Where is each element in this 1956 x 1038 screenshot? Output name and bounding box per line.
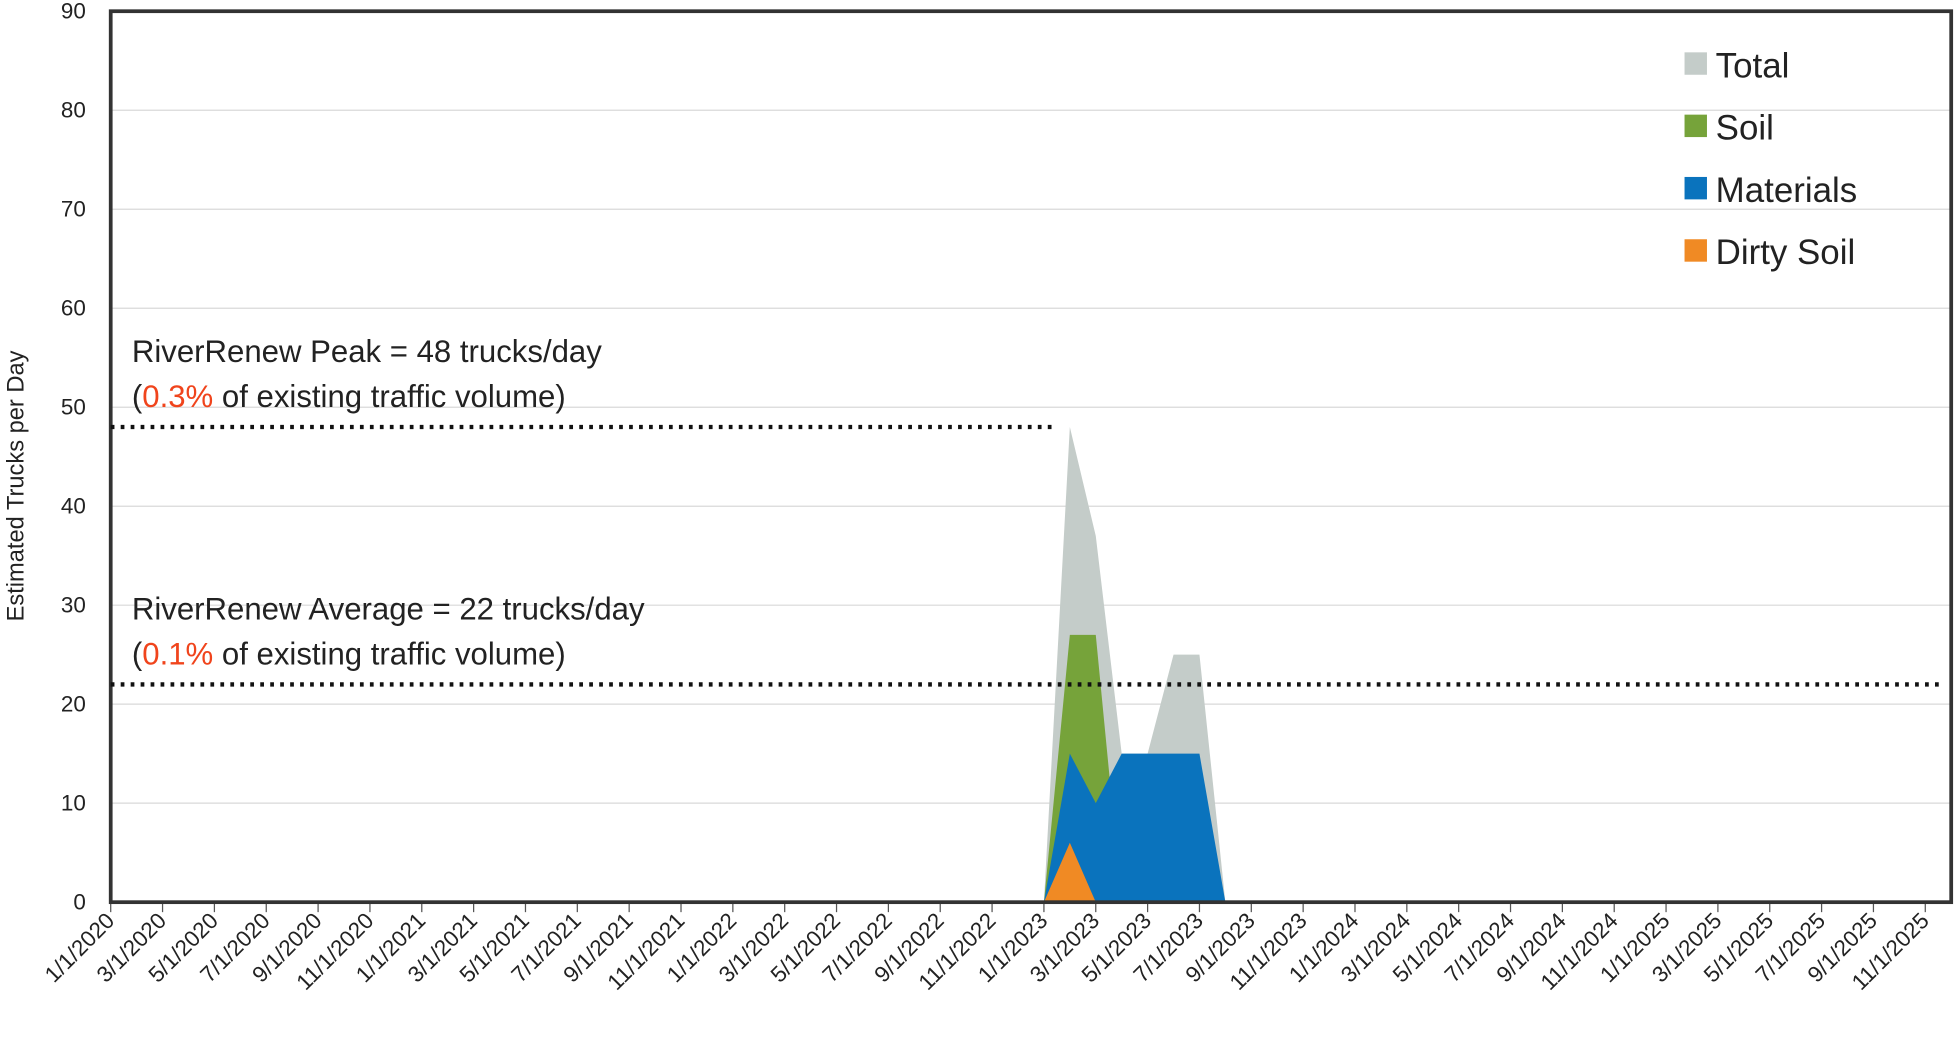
legend-swatch [1684, 239, 1707, 262]
y-tick-label: 80 [61, 98, 86, 123]
y-axis-label: Estimated Trucks per Day [3, 350, 29, 621]
area [110, 634, 1952, 903]
annotation: (0.1% of existing traffic volume) [132, 636, 566, 671]
annotation-percent: 0.1% [142, 636, 213, 671]
y-tick-label: 90 [61, 0, 86, 24]
annotation-percent: 0.3% [142, 379, 213, 414]
legend-label: Total [1716, 46, 1790, 85]
annotation-part: ( [132, 636, 143, 671]
y-tick-label: 20 [61, 692, 86, 717]
plot-frame [108, 9, 1954, 905]
area [110, 842, 1952, 903]
legend-label: Dirty Soil [1716, 233, 1856, 272]
annotation-part: of existing traffic volume) [213, 636, 566, 671]
legend-label: Soil [1716, 109, 1774, 148]
annotation: RiverRenew Peak = 48 trucks/day [132, 334, 602, 369]
y-tick-label: 70 [61, 197, 86, 222]
legend-swatch [1684, 114, 1707, 138]
y-tick-label: 40 [61, 494, 86, 519]
area [110, 753, 1952, 903]
legend-label: Materials [1716, 171, 1857, 210]
y-tick-label: 60 [61, 296, 86, 321]
y-tick-label: 0 [73, 890, 85, 915]
y-tick-label: 50 [61, 395, 86, 420]
annotation: (0.3% of existing traffic volume) [132, 379, 566, 414]
y-tick-label: 30 [61, 593, 86, 618]
y-tick-label: 10 [61, 791, 86, 816]
annotation-part: of existing traffic volume) [213, 379, 566, 414]
legend-swatch [1684, 52, 1707, 75]
annotation-part: ( [132, 379, 143, 414]
annotation: RiverRenew Average = 22 trucks/day [132, 592, 645, 627]
legend-swatch [1684, 176, 1707, 200]
